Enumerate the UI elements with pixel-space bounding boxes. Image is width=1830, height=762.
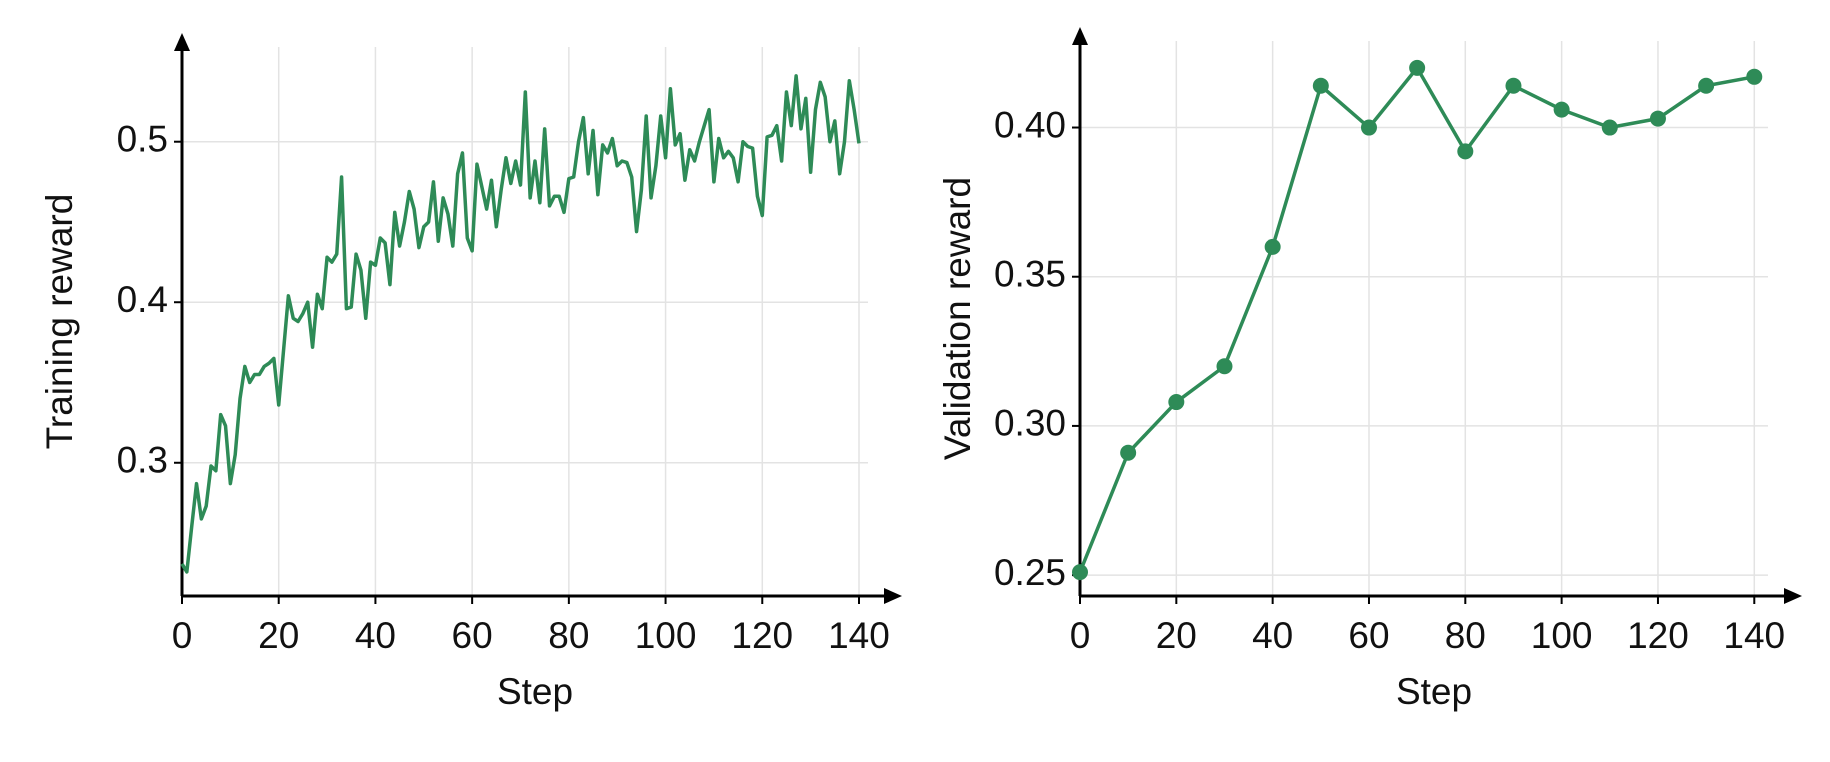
marker bbox=[1120, 444, 1137, 461]
x-tick-label: 0 bbox=[1070, 615, 1091, 656]
x-tick-label: 40 bbox=[1252, 615, 1293, 656]
x-tick-label: 60 bbox=[1348, 615, 1389, 656]
marker bbox=[1553, 101, 1570, 118]
x-axis-label: Step bbox=[1396, 671, 1472, 712]
marker bbox=[1649, 110, 1666, 127]
y-axis-arrow bbox=[1072, 27, 1088, 45]
y-tick-label: 0.35 bbox=[994, 254, 1066, 295]
y-tick-label: 0.5 bbox=[117, 118, 168, 159]
marker bbox=[1601, 119, 1618, 136]
x-tick-label: 60 bbox=[452, 615, 493, 656]
marker bbox=[1312, 77, 1329, 94]
x-axis-arrow bbox=[1784, 588, 1802, 604]
marker bbox=[1264, 238, 1281, 255]
y-axis-arrow bbox=[174, 33, 190, 51]
y-tick-label: 0.30 bbox=[994, 403, 1066, 444]
marker bbox=[1698, 77, 1715, 94]
x-tick-label: 0 bbox=[172, 615, 193, 656]
marker bbox=[1409, 59, 1426, 76]
x-tick-label: 20 bbox=[1156, 615, 1197, 656]
marker bbox=[1072, 564, 1088, 581]
marker bbox=[1168, 394, 1185, 411]
x-axis-arrow bbox=[884, 588, 902, 604]
marker bbox=[1746, 68, 1763, 85]
y-tick-label: 0.4 bbox=[117, 279, 168, 320]
y-tick-label: 0.3 bbox=[117, 440, 168, 481]
x-tick-label: 80 bbox=[1445, 615, 1486, 656]
line bbox=[1078, 66, 1755, 573]
x-tick-label: 100 bbox=[1531, 615, 1593, 656]
marker bbox=[1360, 119, 1377, 136]
y-axis-label: Validation reward bbox=[937, 177, 978, 460]
marker bbox=[1216, 358, 1233, 375]
x-tick-label: 100 bbox=[635, 615, 697, 656]
y-tick-label: 0.25 bbox=[994, 552, 1066, 593]
x-tick-label: 140 bbox=[828, 615, 890, 656]
x-axis-label: Step bbox=[497, 671, 573, 712]
marker bbox=[1457, 143, 1474, 160]
x-tick-label: 20 bbox=[258, 615, 299, 656]
y-tick-label: 0.40 bbox=[994, 104, 1066, 145]
y-axis-label: Training reward bbox=[39, 194, 80, 450]
x-tick-label: 120 bbox=[1627, 615, 1689, 656]
x-tick-label: 120 bbox=[731, 615, 793, 656]
line bbox=[180, 74, 861, 574]
marker bbox=[1505, 77, 1522, 94]
x-tick-label: 40 bbox=[355, 615, 396, 656]
x-tick-label: 140 bbox=[1723, 615, 1785, 656]
x-tick-label: 80 bbox=[548, 615, 589, 656]
